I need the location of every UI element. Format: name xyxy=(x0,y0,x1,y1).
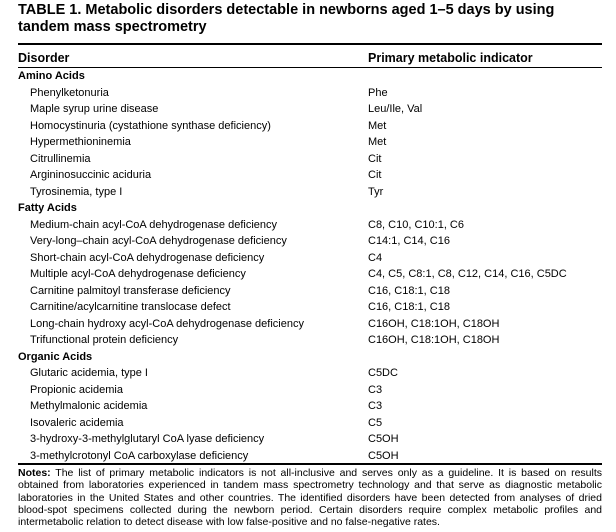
disorder-cell: Propionic acidemia xyxy=(30,383,123,396)
disorder-cell: Carnitine palmitoyl transferase deficien… xyxy=(30,284,231,297)
disorder-cell: Glutaric acidemia, type I xyxy=(30,367,148,379)
column-header: Disorder xyxy=(18,51,70,65)
indicator-cell: C8, C10, C10:1, C6 xyxy=(368,218,464,231)
top-rule xyxy=(18,43,602,45)
disorder-cell: Isovaleric acidemia xyxy=(30,416,124,429)
column-header: Primary metabolic indicator xyxy=(368,51,533,65)
indicator-cell: Cit xyxy=(368,169,382,181)
notes-text: The list of primary metabolic indicators… xyxy=(18,467,602,529)
indicator-cell: C4, C5, C8:1, C8, C12, C14, C16, C5DC xyxy=(368,268,567,280)
indicator-cell: C3 xyxy=(368,383,383,396)
disorder-cell: Tyrosinemia, type I xyxy=(30,185,123,198)
table-title: TABLE 1. Metabolic disorders detectable … xyxy=(18,2,555,35)
indicator-cell: C3 xyxy=(368,400,383,412)
indicator-cell: C14:1, C14, C16 xyxy=(368,235,450,247)
disorder-cell: Very-long–chain acyl-CoA dehydrogenase d… xyxy=(30,235,287,247)
disorder-cell: Trifunctional protein deficiency xyxy=(30,334,179,346)
disorder-cell: 3-hydroxy-3-methylglutaryl CoA lyase def… xyxy=(30,433,265,445)
disorder-cell: Phenylketonuria xyxy=(30,86,109,99)
header-rule xyxy=(18,67,602,68)
indicator-cell: C5 xyxy=(368,416,383,429)
disorder-cell: 3-methylcrotonyl CoA carboxylase deficie… xyxy=(30,449,249,462)
indicator-cell: C16OH, C18:1OH, C18OH xyxy=(368,317,500,330)
disorder-cell: Short-chain acyl-CoA dehydrogenase defic… xyxy=(30,251,265,264)
notes-label: Notes: xyxy=(18,467,51,479)
group-heading: Amino Acids xyxy=(18,70,85,82)
disorder-cell: Methylmalonic acidemia xyxy=(30,400,148,412)
disorder-cell: Maple syrup urine disease xyxy=(30,103,159,115)
indicator-cell: C16OH, C18:1OH, C18OH xyxy=(368,334,500,346)
disorder-cell: Homocystinuria (cystathione synthase def… xyxy=(30,119,271,132)
disorder-cell: Argininosuccinic aciduria xyxy=(30,169,152,181)
disorder-cell: Citrullinemia xyxy=(30,152,91,165)
notes: Notes: The list of primary metabolic ind… xyxy=(18,467,602,528)
indicator-cell: C5OH xyxy=(368,449,399,462)
indicator-cell: C4 xyxy=(368,251,383,264)
indicator-cell: Phe xyxy=(368,86,388,99)
disorder-cell: Hypermethioninemia xyxy=(30,136,131,148)
disorder-cell: Long-chain hydroxy acyl-CoA dehydrogenas… xyxy=(30,317,304,330)
group-heading: Organic Acids xyxy=(18,350,93,363)
indicator-cell: C16, C18:1, C18 xyxy=(368,301,450,313)
indicator-cell: C5DC xyxy=(368,367,398,379)
disorder-cell: Carnitine/acylcarnitine translocase defe… xyxy=(30,301,231,313)
indicator-cell: Cit xyxy=(368,152,382,165)
indicator-cell: C5OH xyxy=(368,433,399,445)
group-heading: Fatty Acids xyxy=(18,202,77,214)
bottom-rule xyxy=(18,463,602,465)
indicator-cell: Tyr xyxy=(368,185,384,198)
indicator-cell: Met xyxy=(368,136,387,148)
disorder-cell: Multiple acyl-CoA dehydrogenase deficien… xyxy=(30,268,246,280)
indicator-cell: Leu/Ile, Val xyxy=(368,103,423,115)
indicator-cell: Met xyxy=(368,119,387,132)
indicator-cell: C16, C18:1, C18 xyxy=(368,284,450,297)
disorder-cell: Medium-chain acyl-CoA dehydrogenase defi… xyxy=(30,218,278,231)
